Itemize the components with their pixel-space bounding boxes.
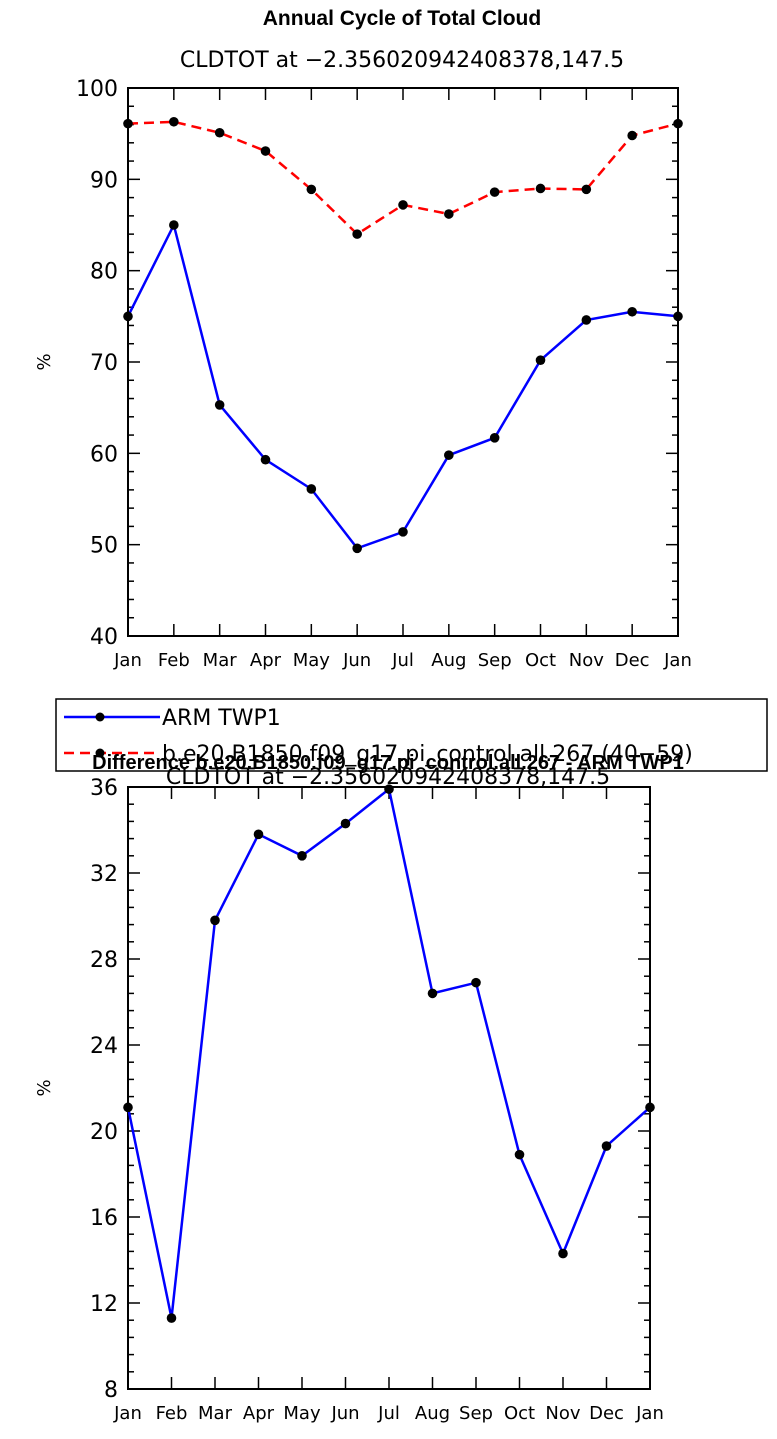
y-tick-label: 50 <box>90 534 118 559</box>
data-point <box>489 187 500 197</box>
y-axis-label: % <box>34 353 55 370</box>
data-point <box>444 209 454 219</box>
y-tick-label: 24 <box>90 1034 118 1059</box>
x-tick-label: Oct <box>504 1403 535 1424</box>
x-tick-label: May <box>293 650 331 671</box>
data-point <box>253 829 264 840</box>
data-point <box>260 146 271 156</box>
data-point <box>260 454 271 465</box>
data-point <box>306 184 317 195</box>
x-tick-label: Apr <box>243 1403 275 1424</box>
data-point <box>489 433 500 443</box>
x-tick-label: Feb <box>158 650 190 671</box>
chart-2-frame <box>127 786 651 1390</box>
y-tick-label: 60 <box>90 442 118 467</box>
data-point <box>398 527 408 537</box>
x-tick-label: Jan <box>113 1403 142 1424</box>
legend-label-arm: ARM TWP1 <box>162 706 281 731</box>
data-point <box>210 915 220 926</box>
x-tick-label: Jun <box>342 650 371 671</box>
x-tick-label: Oct <box>525 650 556 671</box>
data-point <box>123 1102 133 1113</box>
chart-1-legend: ARM TWP1 b.e20.B1850.f09_g17.pi_control.… <box>55 698 768 772</box>
legend-marker-arm <box>95 712 105 722</box>
chart-1-frame <box>127 87 679 637</box>
data-point <box>581 315 592 325</box>
data-point <box>340 818 351 829</box>
legend-label-model: b.e20.B1850.f09_g17.pi_control.all.267 (… <box>162 742 693 767</box>
data-point <box>601 1141 612 1151</box>
x-tick-label: Dec <box>615 650 650 671</box>
data-point <box>645 1102 655 1113</box>
x-tick-label: Aug <box>431 650 466 671</box>
data-point <box>627 130 637 141</box>
series-line-2 <box>127 120 679 236</box>
x-tick-label: Jan <box>663 650 692 671</box>
x-tick-label: Jan <box>635 1403 664 1424</box>
x-tick-label: Jul <box>377 1403 400 1424</box>
data-point <box>306 484 317 494</box>
y-tick-label: 90 <box>90 168 118 193</box>
data-point <box>169 116 179 127</box>
y-tick-label: 100 <box>76 77 118 102</box>
y-tick-label: 32 <box>90 862 118 887</box>
data-point <box>444 450 454 460</box>
data-point <box>214 127 225 138</box>
data-point <box>214 400 225 410</box>
y-tick-label: 28 <box>90 948 118 973</box>
y-tick-label: 80 <box>90 260 118 285</box>
x-tick-label: May <box>283 1403 321 1424</box>
x-tick-label: Aug <box>415 1403 450 1424</box>
data-point <box>427 988 438 999</box>
y-tick-label: 40 <box>90 625 118 650</box>
data-point <box>384 784 394 794</box>
x-tick-label: Sep <box>459 1403 493 1424</box>
data-point <box>514 1149 525 1160</box>
x-tick-label: Mar <box>203 650 238 671</box>
data-point <box>166 1313 177 1323</box>
data-point <box>471 977 481 988</box>
legend-box <box>55 698 768 772</box>
chart-1-subtitle: CLDTOT at −2.356020942408378,147.5 <box>180 48 624 73</box>
series-line-1 <box>126 786 651 1319</box>
y-axis-label: % <box>34 1079 55 1096</box>
x-tick-label: Jan <box>113 650 142 671</box>
y-tick-label: 70 <box>90 351 118 376</box>
chart-1-plot: 40 50 60 70 80 90 100 Jan Feb Mar Apr May Jun Jul Aug S… <box>34 77 692 671</box>
data-point <box>535 183 546 194</box>
series-line-1 <box>126 221 679 550</box>
legend-marker-model <box>95 748 105 758</box>
x-tick-label: Nov <box>569 650 604 671</box>
data-point <box>297 851 307 861</box>
data-point <box>673 118 683 129</box>
data-point <box>673 311 683 322</box>
data-point <box>169 220 179 230</box>
data-point <box>581 184 592 195</box>
x-tick-label: Mar <box>198 1403 233 1424</box>
chart-1-title: Annual Cycle of Total Cloud <box>263 7 541 30</box>
x-tick-label: Feb <box>156 1403 188 1424</box>
x-tick-label: Sep <box>478 650 512 671</box>
x-tick-label: Jul <box>391 650 414 671</box>
data-point <box>352 229 362 239</box>
x-tick-label: Apr <box>250 650 282 671</box>
data-point <box>398 200 408 210</box>
y-tick-label: 12 <box>90 1292 118 1317</box>
y-tick-label: 16 <box>90 1206 118 1231</box>
data-point <box>535 355 546 365</box>
data-point <box>123 118 133 129</box>
x-tick-label: Nov <box>545 1403 580 1424</box>
data-point <box>352 543 362 554</box>
y-tick-label: 20 <box>90 1120 118 1145</box>
x-tick-label: Jun <box>330 1403 359 1424</box>
data-point <box>123 311 133 322</box>
chart-2-plot: 8 12 16 20 24 28 32 36 Jan Feb Mar Apr May Jun Jul Aug S… <box>34 776 664 1424</box>
y-tick-label: 36 <box>90 776 118 801</box>
chart-2-title: Difference b.e20.B1850.f09_g17.pi_contro… <box>92 752 684 774</box>
data-point <box>627 306 637 317</box>
x-tick-label: Dec <box>589 1403 624 1424</box>
y-tick-label: 8 <box>104 1378 118 1403</box>
data-point <box>558 1248 568 1259</box>
